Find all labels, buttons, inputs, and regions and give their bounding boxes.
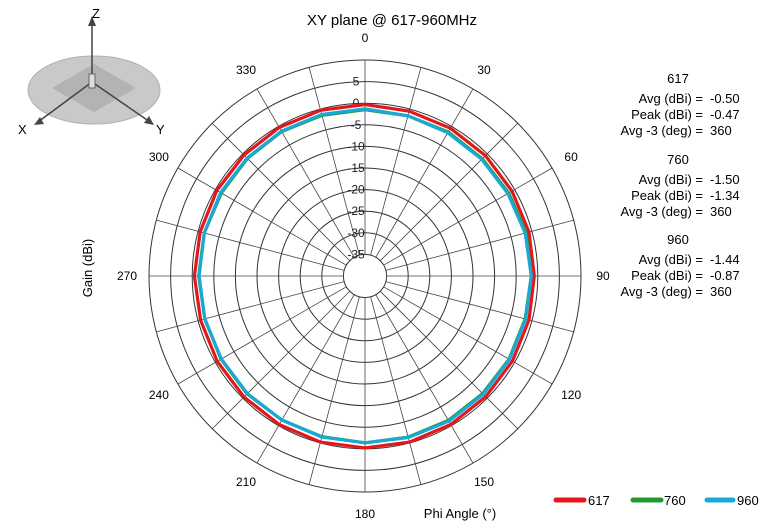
series-traces [192,102,536,450]
angle-tick-label: 30 [477,63,491,77]
bw-value: 360 [710,123,732,138]
avg-label: Avg (dBi) = [639,172,703,187]
y-axis-label: Gain (dBi) [80,239,95,298]
stats-760: 760 Avg (dBi) = -1.50 Peak (dBi) = -1.34… [620,152,739,219]
angle-tick-label: 240 [149,388,169,402]
stats-freq: 617 [667,71,689,86]
series-line-617 [192,102,536,450]
angle-tick-label: 330 [236,63,256,77]
angle-tick-label: 60 [564,150,578,164]
angle-tick-label: 150 [474,475,494,489]
grid-spoke [383,167,553,266]
grid-spoke [177,167,347,266]
grid-spoke [211,290,351,430]
radial-tick-label: -5 [351,118,362,132]
bw-value: 360 [710,284,732,299]
radial-tick-label: -25 [347,204,365,218]
stats-960: 960 Avg (dBi) = -1.44 Peak (dBi) = -0.87… [620,232,739,299]
grid-spoke [156,219,345,271]
avg-label: Avg (dBi) = [639,91,703,106]
angle-tick-labels: 0 30 60 90 120 150 180 210 240 270 300 330 [117,31,610,521]
radial-tick-labels: 5 0 -5 -10 -15 -20 -25 -30 -35 [347,75,365,262]
bw-value: 360 [710,204,732,219]
stats-freq: 960 [667,232,689,247]
z-axis-letter: Z [92,6,100,21]
bw-label: Avg -3 (deg) = [620,204,703,219]
grid-spoke [385,281,574,333]
grid-spoke [308,296,360,485]
grid-spoke [379,122,519,262]
grid-spoke [375,294,474,464]
grid-spoke [375,88,474,258]
x-axis-label: Phi Angle (°) [424,506,496,521]
peak-label: Peak (dBi) = [631,188,703,203]
radial-tick-label: -15 [347,161,365,175]
angle-tick-label: 270 [117,269,137,283]
radial-tick-label: 0 [353,96,360,110]
grid-spoke [385,219,574,271]
grid-spoke [383,286,553,385]
legend: 617 760 960 [553,493,759,508]
angle-tick-label: 90 [596,269,610,283]
peak-label: Peak (dBi) = [631,107,703,122]
grid-spoke [379,290,519,430]
3d-axes-icon: Z X Y [18,6,165,137]
bw-label: Avg -3 (deg) = [620,123,703,138]
legend-label-760: 760 [664,493,686,508]
grid-spoke [308,67,360,256]
angle-tick-label: 120 [561,388,581,402]
radial-tick-label: 5 [353,75,360,89]
angle-tick-label: 0 [362,31,369,45]
peak-value: -0.87 [710,268,740,283]
stats-freq: 760 [667,152,689,167]
radial-tick-label: -20 [347,183,365,197]
stats-617: 617 Avg (dBi) = -0.50 Peak (dBi) = -0.47… [620,71,739,138]
legend-label-960: 960 [737,493,759,508]
angle-tick-label: 180 [355,507,375,521]
avg-value: -0.50 [710,91,740,106]
grid-spoke [211,122,351,262]
polar-grid [148,59,582,493]
radial-tick-label: -35 [347,247,365,261]
grid-spoke [177,286,347,385]
chart-title: XY plane @ 617-960MHz [307,12,477,29]
x-axis-letter: X [18,122,27,137]
legend-label-617: 617 [588,493,610,508]
radial-tick-label: -10 [347,139,365,153]
angle-tick-label: 300 [149,150,169,164]
peak-value: -0.47 [710,107,740,122]
grid-spoke [256,88,355,258]
bw-label: Avg -3 (deg) = [620,284,703,299]
y-axis-letter: Y [156,122,165,137]
angle-tick-label: 210 [236,475,256,489]
grid-spoke [370,296,422,485]
radial-tick-label: -30 [347,226,365,240]
series-line-960 [197,107,533,445]
avg-label: Avg (dBi) = [639,252,703,267]
avg-value: -1.44 [710,252,740,267]
grid-spoke [156,281,345,333]
avg-value: -1.50 [710,172,740,187]
grid-spoke [256,294,355,464]
peak-value: -1.34 [710,188,740,203]
grid-spoke [370,67,422,256]
peak-label: Peak (dBi) = [631,268,703,283]
